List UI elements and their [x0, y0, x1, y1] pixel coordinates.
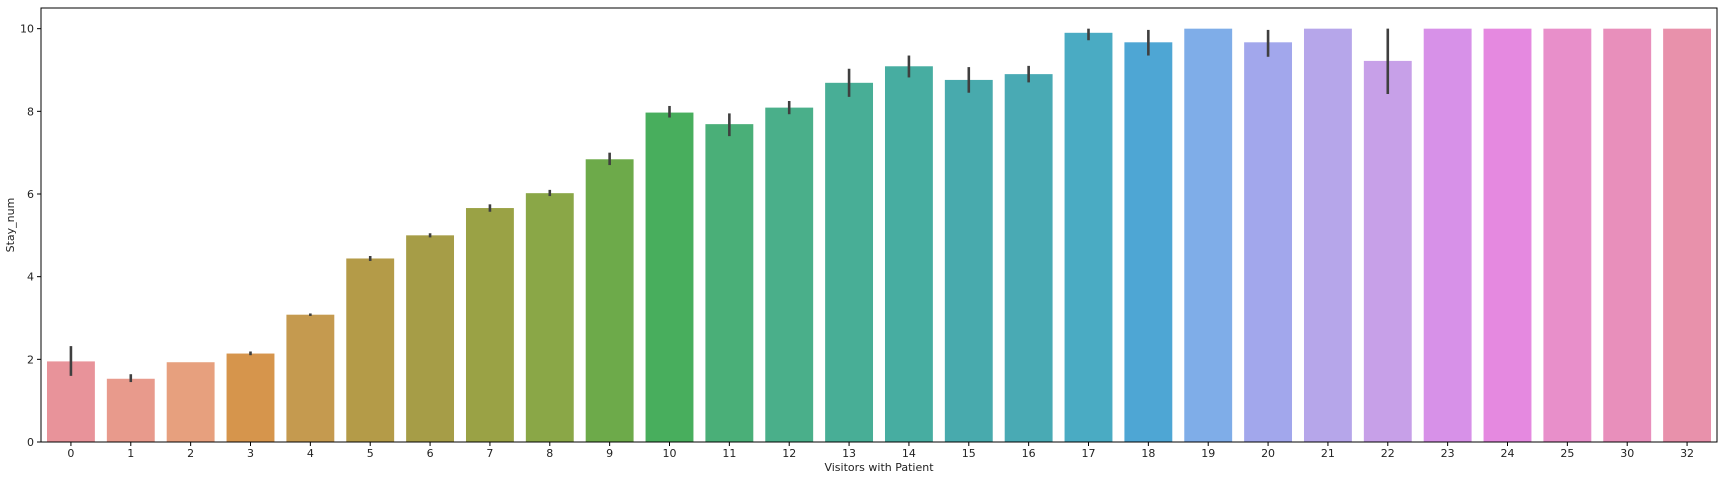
- x-tick-label: 6: [427, 447, 434, 460]
- bar-7: [465, 208, 514, 442]
- x-tick-label: 12: [782, 447, 796, 460]
- x-tick-label: 7: [486, 447, 493, 460]
- bar-19: [1184, 28, 1233, 443]
- bar-15: [944, 79, 993, 443]
- x-tick-label: 19: [1201, 447, 1215, 460]
- bar-22: [1363, 60, 1412, 442]
- bar-1: [106, 378, 155, 442]
- y-axis-label: Stay_num: [4, 198, 17, 253]
- bar-21: [1303, 28, 1352, 443]
- x-tick-label: 16: [1022, 447, 1036, 460]
- bar-24: [1483, 28, 1532, 443]
- bar-18: [1124, 42, 1173, 442]
- x-tick-label: 10: [663, 447, 677, 460]
- x-tick-label: 18: [1141, 447, 1155, 460]
- x-tick-label: 1: [127, 447, 134, 460]
- bar-30: [1603, 28, 1652, 443]
- x-axis: 0 1 2 3 4 5 6 7 8 9 10 11 12 13 14 15 16 17 18 19 20 21 22 23 24…: [67, 442, 1694, 460]
- x-tick-label: 15: [962, 447, 976, 460]
- y-tick-label: 6: [27, 188, 34, 201]
- bar-13: [825, 82, 874, 443]
- bar-12: [765, 107, 814, 442]
- x-tick-label: 20: [1261, 447, 1275, 460]
- x-tick-label: 8: [546, 447, 553, 460]
- bar-3: [226, 353, 275, 442]
- x-tick-label: 2: [187, 447, 194, 460]
- y-tick-label: 8: [27, 105, 34, 118]
- y-axis: 0 2 4 6 8 10: [20, 23, 41, 449]
- errorbars-group: [69, 28, 1390, 383]
- bar-4: [286, 314, 335, 442]
- bar-32: [1663, 28, 1712, 443]
- x-tick-label: 22: [1381, 447, 1395, 460]
- y-tick-label: 10: [20, 23, 34, 36]
- bar-9: [585, 159, 634, 442]
- bar-8: [525, 193, 574, 442]
- x-tick-label: 30: [1620, 447, 1634, 460]
- bar-20: [1244, 42, 1293, 442]
- x-tick-label: 13: [842, 447, 856, 460]
- bar-16: [1004, 74, 1053, 442]
- x-tick-label: 21: [1321, 447, 1335, 460]
- x-tick-label: 25: [1560, 447, 1574, 460]
- bar-10: [645, 112, 694, 442]
- bar-23: [1423, 28, 1472, 443]
- plot-frame: [40, 7, 1718, 443]
- y-tick-label: 0: [27, 436, 34, 449]
- bar-17: [1064, 32, 1113, 443]
- bar-25: [1543, 28, 1592, 443]
- x-tick-label: 23: [1441, 447, 1455, 460]
- x-tick-label: 14: [902, 447, 916, 460]
- bar-6: [406, 235, 455, 442]
- y-tick-label: 2: [27, 353, 34, 366]
- y-tick-label: 4: [27, 271, 34, 284]
- x-tick-label: 11: [722, 447, 736, 460]
- x-tick-label: 0: [67, 447, 74, 460]
- x-tick-label: 4: [307, 447, 314, 460]
- x-tick-label: 9: [606, 447, 613, 460]
- x-tick-label: 32: [1680, 447, 1694, 460]
- x-axis-label: Visitors with Patient: [824, 461, 934, 474]
- x-tick-label: 3: [247, 447, 254, 460]
- bars-group: [46, 28, 1712, 443]
- bar-11: [705, 124, 754, 442]
- x-tick-label: 5: [367, 447, 374, 460]
- bar-5: [346, 258, 395, 442]
- x-tick-label: 24: [1501, 447, 1515, 460]
- bar-14: [884, 66, 933, 442]
- bar-2: [166, 362, 215, 442]
- x-tick-label: 17: [1082, 447, 1096, 460]
